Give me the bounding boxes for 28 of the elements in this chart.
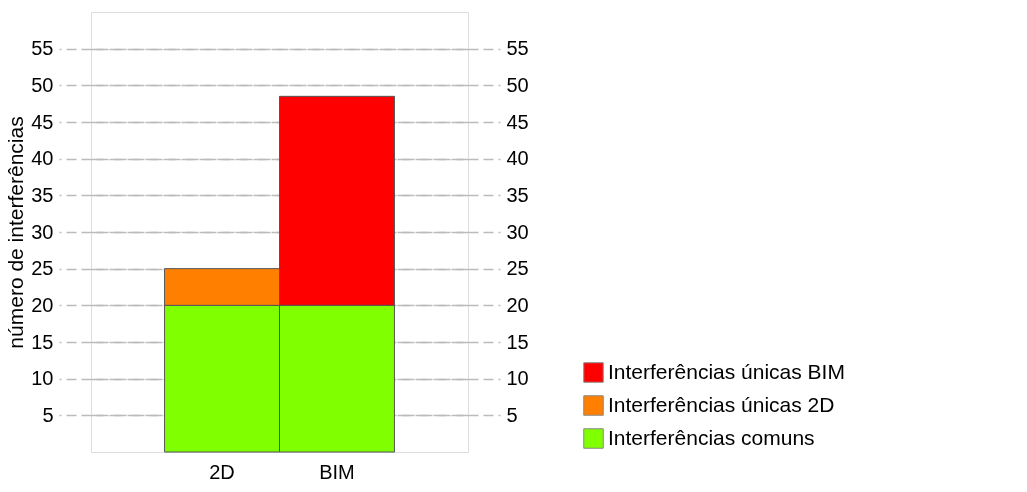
y2-tick-label: 30 — [506, 220, 529, 243]
y-tick-label: 45 — [31, 110, 54, 133]
y2-tick-label: 5 — [506, 403, 518, 426]
legend-label: Interferências únicas 2D — [608, 392, 835, 416]
y-tick-label: 25 — [31, 257, 54, 280]
y-tick-label: 50 — [31, 73, 54, 96]
y-tick-label: 20 — [31, 293, 54, 316]
y2-tick-label: 25 — [506, 257, 529, 280]
y-tick-label: 10 — [31, 367, 54, 390]
x-tick-label: BIM — [319, 460, 355, 483]
y-axis-title: número de interferências — [4, 116, 28, 349]
legend-label: Interferências comuns — [608, 425, 815, 449]
y2-tick-label: 45 — [506, 110, 529, 133]
y2-tick-label: 15 — [506, 330, 529, 353]
y2-tick-label: 40 — [506, 147, 529, 170]
y-tick-label: 15 — [31, 330, 54, 353]
y2-tick-label: 55 — [506, 37, 529, 60]
x-tick-label: 2D — [209, 460, 235, 483]
y-tick-label: 40 — [31, 147, 54, 170]
y-tick-label: 30 — [31, 220, 54, 243]
y-tick-label: 5 — [42, 403, 54, 426]
y2-tick-label: 20 — [506, 293, 529, 316]
y2-tick-label: 35 — [506, 183, 529, 206]
y-tick-label: 35 — [31, 183, 54, 206]
y2-tick-label: 50 — [506, 73, 529, 96]
y2-tick-label: 10 — [506, 367, 529, 390]
legend-label: Interferências únicas BIM — [608, 359, 845, 383]
y-tick-label: 55 — [31, 37, 54, 60]
